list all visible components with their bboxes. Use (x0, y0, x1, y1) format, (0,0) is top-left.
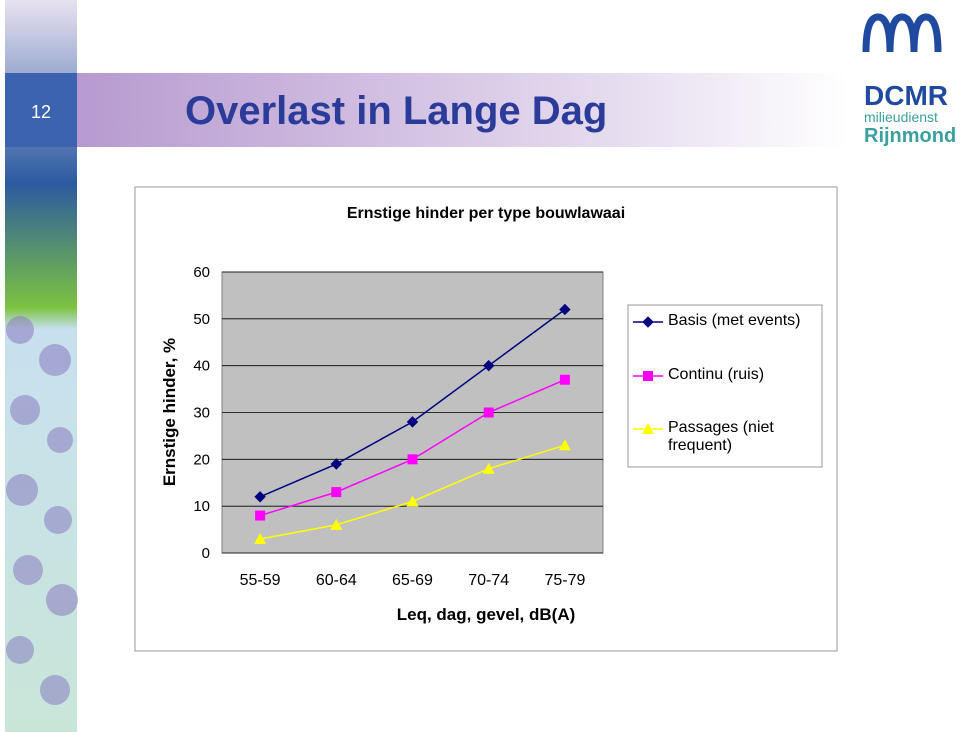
marker (643, 371, 653, 381)
legend-label: Continu (ruis) (668, 366, 765, 383)
marker (254, 532, 267, 544)
marker (559, 303, 571, 316)
marker (559, 374, 570, 385)
y-tick-label: 20 (193, 451, 210, 468)
logo-name: DCMR (864, 80, 948, 111)
legend-label: Passages (niet frequent) (668, 419, 774, 454)
marker (483, 407, 494, 418)
marker (255, 510, 266, 521)
marker (642, 316, 654, 328)
legend-box (627, 304, 823, 468)
x-tick-label: 65-69 (392, 572, 433, 589)
marker (406, 416, 419, 428)
y-tick-label: 30 (193, 405, 210, 422)
x-tick-label: 75-79 (544, 572, 585, 589)
y-tick-label: 60 (193, 264, 210, 281)
marker (331, 487, 342, 498)
logo-line: Rijnmond (864, 125, 956, 147)
header-band (77, 73, 847, 147)
y-tick-label: 10 (193, 498, 210, 515)
y-axis-label: Ernstige hinder, % (160, 338, 179, 486)
marker (330, 458, 343, 470)
slide-title: Overlast in Lange Dag (185, 89, 607, 133)
slide-number: 12 (31, 102, 51, 122)
legend-label: Basis (met events) (668, 312, 801, 329)
marker (482, 462, 495, 474)
x-tick-label: 55-59 (240, 572, 281, 589)
y-tick-label: 40 (193, 358, 210, 375)
x-tick-label: 60-64 (316, 572, 357, 589)
marker (254, 491, 266, 503)
y-tick-label: 50 (193, 311, 210, 328)
marker (642, 423, 654, 434)
chart-title: Ernstige hinder per type bouwlawaai (347, 205, 625, 222)
x-tick-label: 70-74 (468, 572, 509, 589)
marker (558, 439, 571, 451)
logo-mark (862, 13, 942, 53)
decor-circles (6, 316, 78, 705)
marker (330, 518, 343, 530)
logo-line: milieudienst (864, 109, 938, 125)
marker (482, 359, 495, 372)
marker (406, 495, 419, 507)
x-axis-label: Leq, dag, gevel, dB(A) (397, 605, 576, 624)
number-box (5, 73, 77, 147)
marker (407, 454, 418, 465)
y-tick-label: 0 (202, 545, 210, 562)
